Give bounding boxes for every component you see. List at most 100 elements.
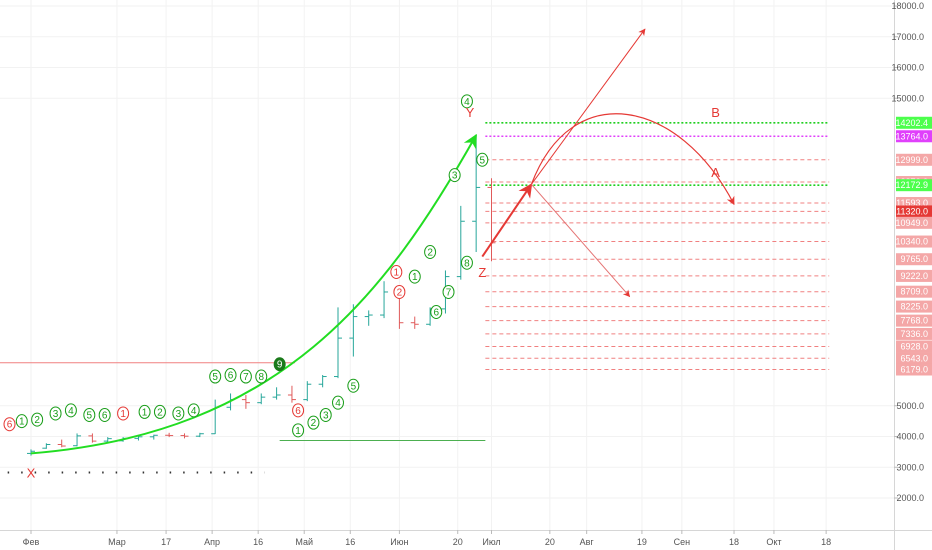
td-count: 6	[292, 403, 305, 418]
td-count: 3	[172, 406, 185, 421]
price-label: 10949.0	[895, 216, 932, 229]
price-label: 6543.0	[896, 352, 932, 365]
wave-label: B	[711, 105, 720, 120]
wave-label: A	[711, 165, 720, 180]
td-count-circle	[292, 403, 305, 418]
td-count-circle	[424, 245, 437, 259]
arrow-up	[481, 183, 533, 258]
time-tick-label: 18	[729, 537, 739, 547]
price-axis[interactable]: 18000.0 17000.0 16000.0 15000.0 5000.0 4000.0…	[891, 1, 932, 503]
price-label-bg	[896, 216, 932, 229]
ohlc-bar	[318, 375, 327, 388]
td-count-circle	[239, 369, 252, 384]
time-tick-label: Авг	[580, 537, 595, 547]
td-count-label: 3	[323, 410, 329, 421]
td-count-circle	[255, 369, 268, 384]
td-count-circle	[307, 415, 320, 430]
price-label: 6928.0	[896, 340, 932, 353]
price-label-text: 8709.0	[900, 287, 928, 297]
td-count: 9	[273, 357, 286, 372]
td-count-label: 2	[157, 407, 163, 418]
ohlc-bar	[334, 307, 342, 379]
td-count-circle	[187, 403, 200, 418]
td-count-circle	[172, 406, 185, 421]
td-count-circle	[408, 269, 421, 284]
price-tick-label: 5000.0	[896, 401, 924, 411]
td-count-circle	[393, 284, 406, 299]
td-count-label: 1	[412, 272, 418, 283]
td-count-circle	[273, 357, 286, 372]
price-label: 7768.0	[896, 314, 932, 327]
price-tick-label: 18000.0	[891, 1, 924, 11]
wave-label: X	[27, 465, 36, 480]
price-label-text: 11593.0	[896, 198, 928, 208]
price-label-text: 9222.0	[900, 271, 928, 281]
time-tick-label: 20	[545, 537, 555, 547]
ohlc-bar	[149, 434, 158, 440]
time-tick-label: Июн	[390, 537, 408, 547]
td-count: 6	[98, 407, 111, 422]
td-count-label: 1	[394, 267, 400, 278]
td-count-circle	[3, 417, 16, 432]
td-count-circle	[460, 255, 473, 270]
td-count: 2	[393, 284, 406, 299]
td-count-label: 2	[427, 248, 433, 259]
td-count-label: 1	[120, 409, 126, 420]
td-count: 1	[292, 423, 305, 438]
td-count-circle	[448, 168, 461, 183]
wave-label: Y	[466, 105, 475, 120]
price-label-bg	[896, 300, 932, 313]
price-label-text: 11320.0	[896, 206, 928, 216]
ohlc-bar	[165, 432, 174, 438]
td-count-circle	[49, 406, 62, 421]
td-count: 6	[3, 417, 16, 432]
td-count: 2	[307, 415, 320, 430]
price-label-text: 8225.0	[900, 302, 928, 312]
price-label-bg	[896, 327, 932, 340]
price-label: 8225.0	[896, 300, 932, 313]
td-count-circle	[31, 412, 44, 427]
price-label-text: 6179.0	[900, 364, 928, 374]
grid	[0, 0, 894, 530]
price-label: 12172.9	[895, 179, 932, 192]
td-count: 7	[442, 284, 455, 299]
td-count: 2	[153, 404, 166, 419]
td-count: 5	[209, 369, 222, 384]
td-count-label: 6	[295, 406, 301, 417]
ohlc-bar	[241, 394, 250, 409]
td-count-label: 3	[452, 171, 458, 182]
time-tick-label: Фев	[23, 537, 40, 547]
price-label-bg	[896, 153, 932, 166]
price-label-bg	[896, 269, 932, 282]
price-label-text: 7768.0	[900, 316, 928, 326]
price-label-text: 10949.0	[895, 218, 928, 228]
td-count: 6	[430, 304, 443, 319]
ohlc-bar	[88, 433, 97, 443]
price-label: 9765.0	[896, 253, 932, 266]
td-count-circle	[460, 94, 473, 109]
td-count-circle	[442, 284, 455, 299]
td-count-circle	[64, 403, 77, 418]
td-count: 4	[460, 94, 473, 109]
ray-top	[531, 28, 646, 185]
ohlc-bar	[380, 281, 389, 319]
td-count: 3	[319, 407, 332, 422]
ohlc-bar	[103, 437, 112, 443]
td-count: 7	[239, 369, 252, 384]
td-count: 4	[64, 403, 77, 418]
time-tick-label: Сен	[674, 537, 691, 547]
td-count-label: 2	[311, 418, 317, 429]
price-label: 11320.0	[896, 205, 932, 218]
price-label-bg	[896, 130, 932, 143]
ohlc-bar	[472, 135, 481, 252]
time-tick-label: 16	[345, 537, 355, 547]
price-label-bg	[896, 363, 932, 376]
time-axis[interactable]: Фев Мар 17 Апр 16 Май 16 Июн 20 Июл 20 Авг 19 Сен 18 Ок…	[23, 530, 831, 547]
price-label: 13764.0	[895, 130, 932, 143]
price-label: 7336.0	[896, 327, 932, 340]
td-count: 5	[476, 152, 489, 167]
price-label-bg	[896, 253, 932, 266]
td-count: 2	[424, 245, 437, 259]
price-label-bg	[896, 314, 932, 327]
